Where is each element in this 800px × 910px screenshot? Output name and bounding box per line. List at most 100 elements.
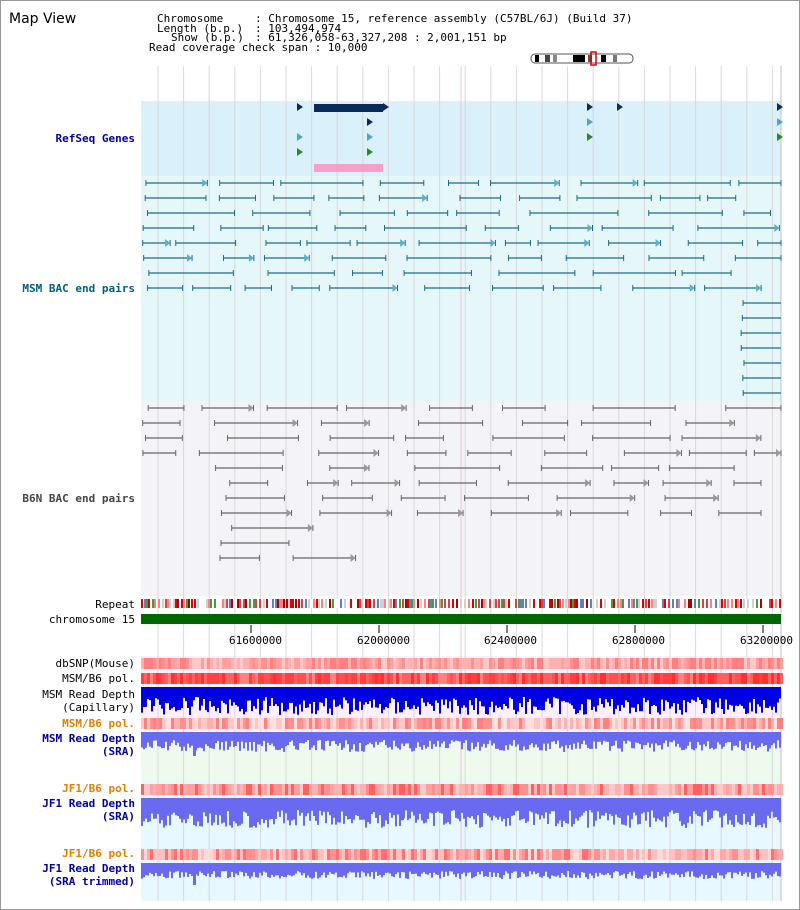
b6n-bac-arrow [776,449,781,457]
read-depth-bar [419,687,421,715]
read-depth-bar [471,732,473,743]
read-depth-bar [357,863,359,873]
heat-cell [528,849,531,860]
read-depth-bar [407,863,409,879]
read-depth-bar [273,798,275,825]
repeat-element [678,599,680,608]
read-depth-bar [249,732,251,743]
repeat-element [231,599,233,608]
repeat-element [472,599,474,608]
heat-cell [438,658,441,669]
read-depth-bar [145,687,147,707]
heat-cell [390,849,393,860]
read-depth-bar [157,863,159,877]
read-depth-bar [735,687,737,706]
read-depth-bar [601,687,603,705]
read-depth-bar [209,798,211,814]
heat-cell [744,784,747,795]
read-depth-bar [395,798,397,827]
read-depth-bar [341,687,343,709]
read-depth-bar [593,732,595,742]
heat-cell [381,718,384,729]
heat-cell [387,658,390,669]
heat-cell [186,849,189,860]
heat-cell [453,673,456,684]
read-depth-bar [313,863,315,878]
read-depth-bar [517,863,519,878]
msm-bac-arrow [400,239,406,247]
read-depth-bar [639,687,641,712]
read-depth-bar [445,732,447,749]
read-depth-bar [767,798,769,816]
repeat-element [148,599,150,608]
read-depth-bar [415,863,417,874]
read-depth-bar [649,687,651,715]
read-depth-bar [417,798,419,820]
read-depth-bar [731,798,733,825]
read-depth-bar [481,732,483,747]
read-depth-bar [145,732,147,748]
read-depth-bar [723,732,725,747]
read-depth-bar [771,687,773,710]
read-depth-bar [643,687,645,698]
heat-cell [246,673,249,684]
read-depth-bar [219,732,221,750]
read-depth-bar [551,732,553,742]
heat-cell [753,849,756,860]
read-depth-bar [295,732,297,750]
heat-cell [417,658,420,669]
heat-cell [339,673,342,684]
read-depth-bar [165,732,167,742]
read-depth-bar [641,798,643,814]
heat-cell [513,673,516,684]
read-depth-bar [445,687,447,700]
heat-cell [729,849,732,860]
heat-cell [651,849,654,860]
read-depth-bar [171,863,173,879]
read-depth-bar [609,732,611,751]
read-depth-bar [655,687,657,707]
heat-cell [624,673,627,684]
read-depth-bar [331,687,333,715]
read-depth-bar [523,687,525,698]
read-depth-bar [753,798,755,814]
heat-cell [453,718,456,729]
read-depth-bar [147,863,149,876]
repeat-element [441,599,443,608]
read-depth-bar [285,798,287,814]
read-depth-bar [349,863,351,872]
gene-strand-arrow [587,133,593,141]
track-label-b6n-bac[interactable]: B6N BAC end pairs [22,492,135,505]
read-depth-bar [761,863,763,872]
read-depth-bar [141,732,143,748]
read-depth-bar [229,798,231,826]
heat-cell [750,718,753,729]
read-depth-bar [539,732,541,751]
read-depth-bar [505,798,507,827]
heat-cell [570,658,573,669]
read-depth-bar [267,863,269,877]
read-depth-bar [425,732,427,749]
heat-cell [504,658,507,669]
gene-strand-arrow [297,133,303,141]
heat-cell [522,784,525,795]
heat-cell [369,658,372,669]
heat-cell [159,673,162,684]
heat-cell [237,673,240,684]
read-depth-bar [477,798,479,816]
read-depth-bar [677,687,679,704]
track-label-msm-bac[interactable]: MSM BAC end pairs [22,282,135,295]
heat-cell [441,673,444,684]
heat-cell [369,784,372,795]
heat-cell [408,718,411,729]
track-label-msm-read-depth: MSM Read Depth [42,688,135,701]
track-label-refseq[interactable]: RefSeq Genes [55,132,135,145]
heat-cell [756,784,759,795]
heat-cell [285,849,288,860]
read-depth-bar [571,732,573,750]
read-depth-bar [773,863,775,874]
heat-cell [771,658,774,669]
heat-cell [312,673,315,684]
read-depth-bar [481,863,483,872]
